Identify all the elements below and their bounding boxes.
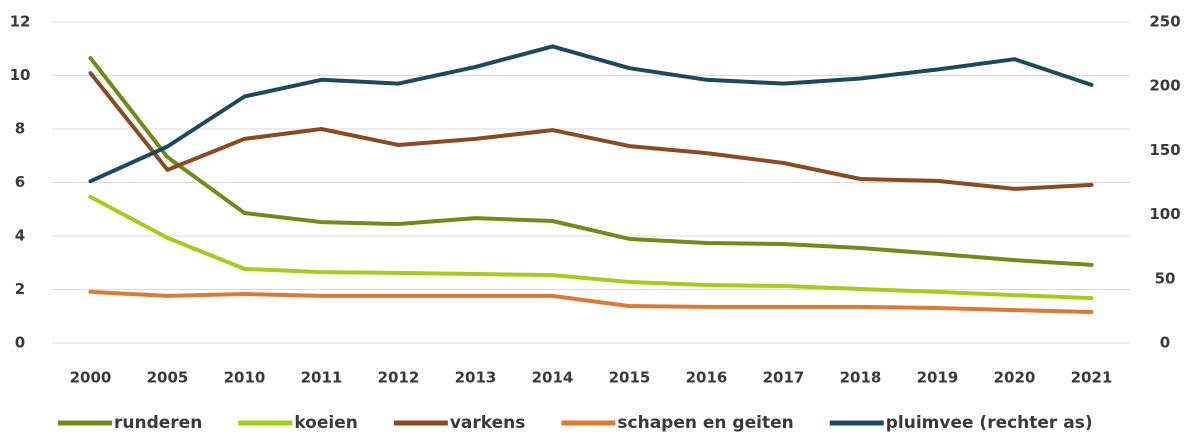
x-tick-label: 2005 [147,369,189,387]
line-series [88,71,1094,191]
x-tick-label: 2021 [1071,369,1113,387]
legend-label: schapen en geiten [617,413,793,433]
x-tick-label: 2019 [917,369,959,387]
x-tick-label: 2016 [686,369,728,387]
y2-tick-label: 100 [1149,205,1180,223]
x-tick-label: 2014 [532,369,574,387]
y-tick-label: 10 [10,66,31,84]
x-tick-label: 2015 [609,369,651,387]
y-tick-label: 12 [10,13,31,31]
legend-label: varkens [450,413,526,433]
legend: runderen koeien varkens schapen en geiten pl… [58,413,1093,433]
y2-tick-label: 0 [1160,334,1170,352]
legend-label: pluimvee (rechter as) [886,413,1093,433]
y2-tick-label: 150 [1149,141,1180,159]
y-tick-label: 4 [15,227,25,245]
x-tick-label: 2017 [763,369,805,387]
x-tick-label: 2011 [301,369,343,387]
y2-tick-label: 250 [1149,13,1180,31]
line-series [88,44,1094,184]
y-tick-label: 0 [15,334,25,352]
y2-tick-label: 200 [1149,77,1180,95]
x-tick-label: 2018 [840,369,882,387]
legend-label: runderen [114,413,202,433]
x-tick-label: 2012 [378,369,420,387]
legend-label: koeien [294,413,358,433]
x-tick-label: 2010 [224,369,266,387]
x-tick-label: 2000 [70,369,112,387]
y-tick-label: 8 [15,120,25,138]
y2-tick-label: 50 [1155,269,1176,287]
x-tick-label: 2013 [455,369,497,387]
line-series [88,289,1094,314]
x-tick-label: 2020 [994,369,1036,387]
line-series [88,194,1094,301]
line-series [88,56,1094,267]
y-tick-label: 6 [15,173,25,191]
y-tick-label: 2 [15,280,25,298]
